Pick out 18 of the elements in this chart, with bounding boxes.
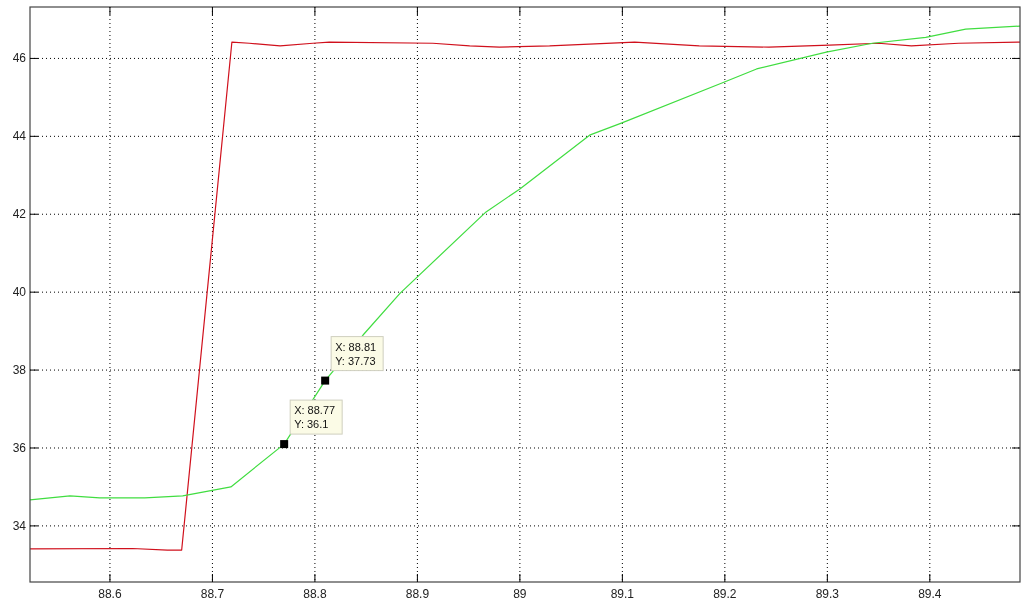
x-tick-label: 88.7 — [200, 587, 225, 600]
x-tick-label: 89.4 — [918, 587, 942, 600]
x-tick-label: 89 — [513, 587, 527, 600]
y-tick-label: 40 — [12, 285, 27, 300]
y-tick-label: 44 — [12, 129, 27, 144]
annotation: X: 88.77 Y: 36.1 — [294, 404, 336, 431]
y-tick-label: 34 — [12, 518, 27, 533]
x-tick-label: 88.8 — [303, 587, 327, 600]
annotation: X: 88.81 Y: 37.73 — [335, 340, 377, 367]
y-tick-label: 46 — [12, 51, 27, 66]
y-tick-label: 42 — [12, 207, 27, 222]
x-tick-label: 89.3 — [815, 587, 840, 600]
y-tick-label: 36 — [12, 440, 27, 455]
x-tick-label: 89.1 — [610, 587, 635, 600]
y-tick-label: 38 — [12, 363, 27, 378]
x-tick-label: 88.9 — [405, 587, 430, 600]
x-tick-label: 89.2 — [713, 587, 737, 600]
x-tick-label: 88.6 — [98, 587, 122, 600]
